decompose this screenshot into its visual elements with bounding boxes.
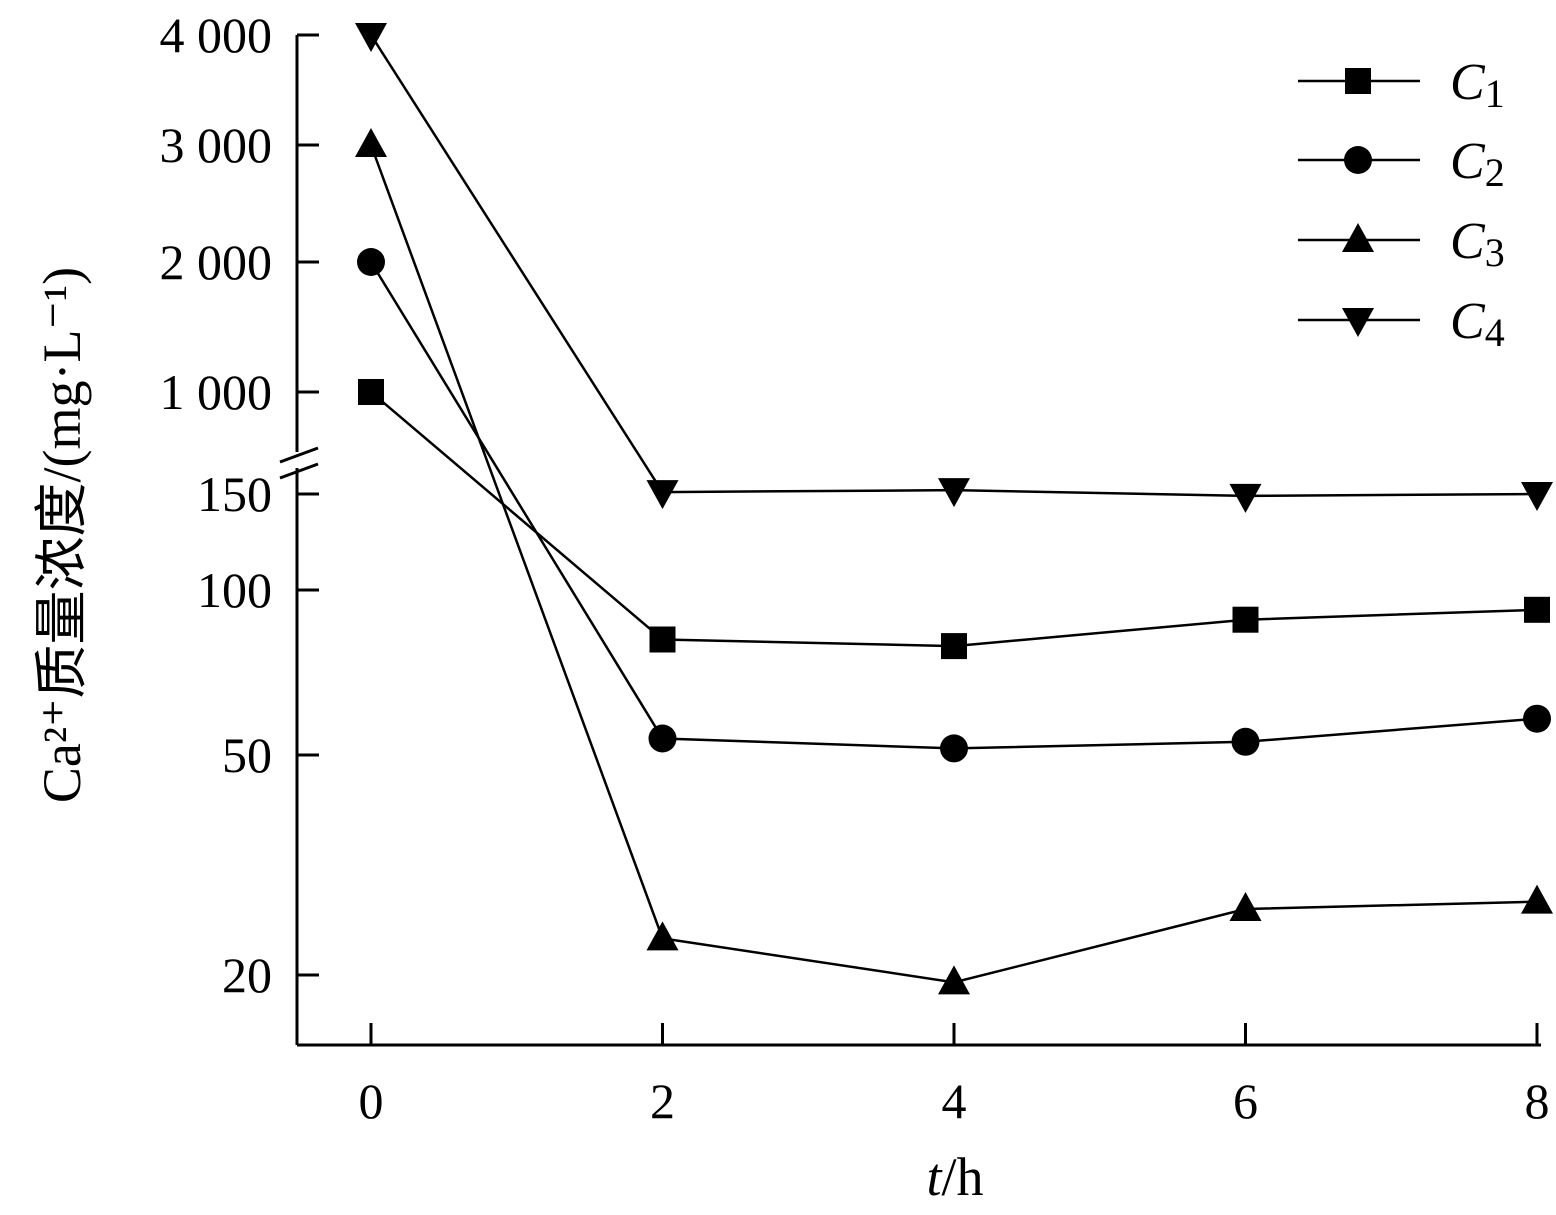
data-point-c2	[648, 724, 677, 753]
legend-label-c4: C4	[1450, 293, 1505, 355]
y-axis-break-mark	[279, 462, 319, 480]
y-tick-label: 4 000	[160, 7, 273, 63]
series-line-c4	[369, 34, 1538, 498]
y-tick-label: 20	[222, 947, 272, 1003]
legend-label-c1: C1	[1450, 54, 1505, 116]
x-axis-title-unit: /h	[942, 1147, 984, 1207]
y-tick-label: 2 000	[160, 234, 273, 290]
y-tick-label: 3 000	[160, 117, 273, 173]
legend-marker-c3	[1342, 223, 1374, 252]
legend-label-c3: C3	[1450, 213, 1505, 275]
data-point-c4	[1229, 483, 1262, 513]
legend: C1 C2 C3 C4	[1298, 54, 1505, 355]
data-point-c3	[1229, 892, 1262, 921]
data-point-c1	[358, 379, 384, 405]
data-point-c1	[1524, 596, 1550, 623]
x-tick-label: 8	[1525, 1073, 1550, 1129]
data-point-c1	[649, 626, 676, 653]
data-point-c2	[357, 248, 385, 276]
legend-label-c2: C2	[1450, 133, 1505, 195]
legend-marker-c4	[1342, 308, 1374, 337]
data-point-c4	[1521, 482, 1553, 511]
y-tick-label: 50	[222, 727, 272, 783]
series-lines	[369, 34, 1538, 984]
series-line-c3	[369, 144, 1538, 984]
data-point-c3	[938, 965, 970, 995]
data-point-c3	[1521, 884, 1553, 914]
data-point-c4	[646, 480, 679, 510]
x-tick-label: 0	[359, 1073, 384, 1129]
data-point-c2	[1523, 704, 1551, 733]
series-line-c1	[370, 391, 1538, 648]
data-point-c1	[941, 633, 967, 660]
data-point-c3	[355, 128, 387, 157]
y-tick-label: 100	[197, 562, 272, 618]
y-tick-label: 150	[197, 466, 272, 522]
x-axis-title: t/h	[926, 1147, 983, 1207]
data-point-c4	[938, 478, 970, 508]
data-point-c2	[940, 734, 968, 763]
series-markers	[355, 23, 1553, 995]
x-tick-label: 6	[1233, 1073, 1258, 1129]
data-point-c2	[1231, 727, 1260, 756]
y-axis-title: Ca²⁺质量浓度/(mg·L⁻¹)	[32, 267, 92, 803]
axes: 0 2 4 6 8 4 000 3 000 2 000 1 000 150 100 50 20	[160, 7, 1550, 1129]
data-point-c4	[355, 23, 387, 52]
x-tick-label: 2	[650, 1073, 675, 1129]
y-axis-break-mark	[279, 446, 319, 464]
x-axis-title-var: t	[926, 1147, 943, 1207]
legend-marker-c1	[1345, 68, 1371, 94]
data-point-c1	[1232, 606, 1259, 633]
y-tick-label: 1 000	[160, 364, 273, 420]
x-tick-label: 4	[942, 1073, 967, 1129]
legend-marker-c2	[1344, 146, 1372, 174]
data-point-c3	[646, 921, 679, 951]
